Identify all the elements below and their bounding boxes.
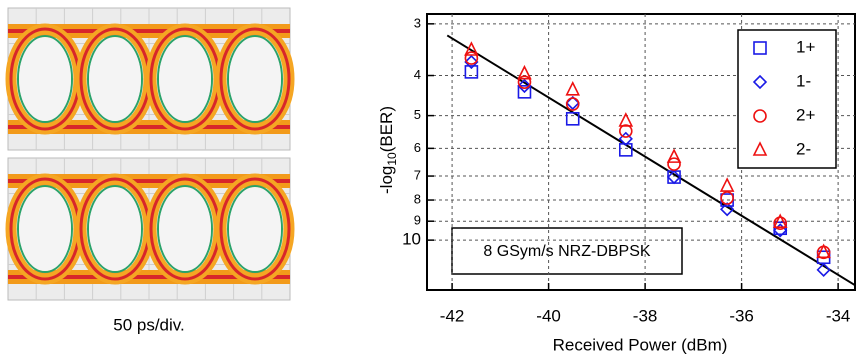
legend-box [738, 30, 836, 168]
data-point [721, 179, 733, 191]
y-tick-label: 8 [414, 191, 421, 206]
y-tick-label: 10 [402, 230, 421, 249]
eye-open [229, 37, 281, 121]
eye-open [19, 37, 71, 121]
y-tick-label: 9 [414, 213, 421, 228]
y-label-suffix: (BER) [377, 106, 396, 152]
annotation: 8 GSym/s NRZ-DBPSK [483, 243, 650, 260]
y-label-subscript: 10 [385, 152, 399, 166]
data-point [465, 52, 477, 64]
y-tick-label: 6 [414, 140, 421, 155]
eye-open [89, 37, 141, 121]
y-axis-label: -log10(BER) [377, 106, 399, 194]
figure: 50 ps/div. Received Power (dBm) -log10(B… [0, 0, 861, 358]
legend-label: 2- [796, 139, 811, 158]
x-tick-label: -42 [440, 306, 465, 325]
y-tick-label: 5 [414, 107, 421, 122]
eye-open [89, 187, 141, 271]
legend-label: 1- [796, 71, 811, 90]
eye-open [19, 187, 71, 271]
eye-caption: 50 ps/div. [113, 315, 185, 334]
x-tick-label: -36 [729, 306, 754, 325]
y-tick-label: 4 [414, 67, 421, 82]
y-tick-label: 3 [414, 15, 421, 30]
y-tick-label: 7 [414, 167, 421, 182]
x-axis-label: Received Power (dBm) [553, 335, 728, 354]
eye-open [159, 187, 211, 271]
eye-diagrams [8, 8, 290, 300]
data-point [567, 83, 579, 95]
legend-label: 2+ [796, 105, 815, 124]
x-tick-label: -40 [536, 306, 561, 325]
eye-open [229, 187, 281, 271]
eye-open [159, 37, 211, 121]
legend-label: 1+ [796, 37, 815, 56]
data-point [620, 125, 632, 137]
x-tick-label: -38 [633, 306, 658, 325]
y-label-text: -log [377, 166, 396, 194]
x-tick-label: -34 [826, 306, 851, 325]
